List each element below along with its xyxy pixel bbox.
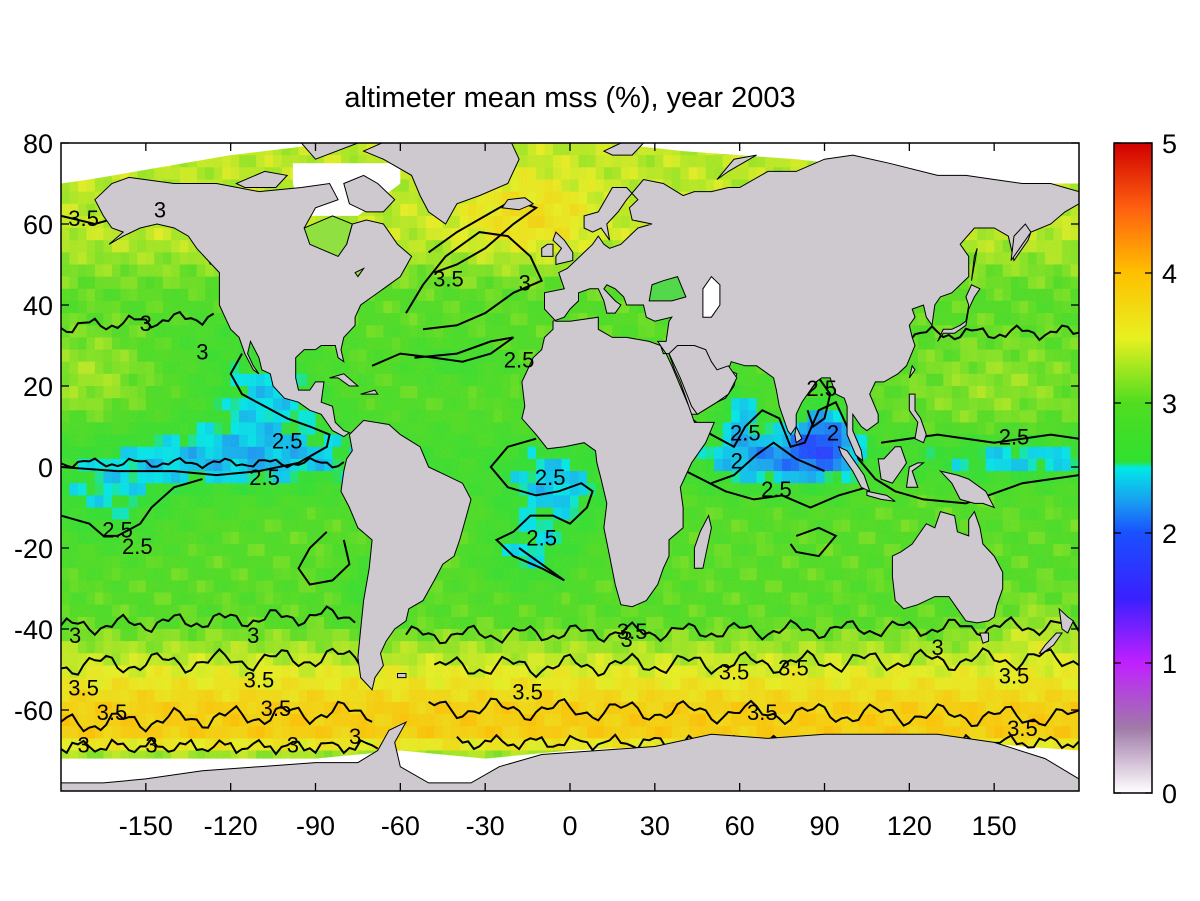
chart-title: altimeter mean mss (%), year 2003 xyxy=(344,82,796,114)
